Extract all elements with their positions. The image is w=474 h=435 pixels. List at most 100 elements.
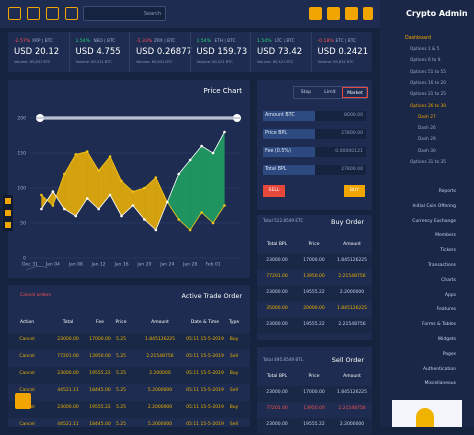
table-header: Total BPL bbox=[266, 242, 288, 247]
nav-item[interactable]: Reports bbox=[438, 189, 456, 194]
nav-item[interactable]: Widgets bbox=[437, 337, 456, 342]
panel-title: Price Chart bbox=[203, 87, 242, 95]
table-cell: Cancel bbox=[19, 422, 35, 427]
active-trade-panel: Cancel orders Active Trade Order Action Tot… bbox=[8, 285, 250, 427]
field-value[interactable]: 0.00000121 bbox=[315, 147, 366, 157]
table-cell: 2.2000000 bbox=[147, 405, 173, 410]
ticker-change: 1.54% bbox=[75, 39, 91, 44]
icon-button[interactable] bbox=[8, 7, 21, 20]
nav-subitem[interactable]: Dash 26 bbox=[418, 126, 436, 132]
table-cell: 23000.00 bbox=[57, 405, 79, 410]
icon-button[interactable] bbox=[27, 7, 40, 20]
table-header: Amount bbox=[151, 320, 169, 325]
nav-item[interactable]: Currency Exchange bbox=[412, 218, 456, 224]
table-cell: 23000.00 bbox=[266, 290, 288, 295]
nav-item[interactable]: Miscellaneous bbox=[424, 381, 456, 387]
data-point bbox=[188, 228, 192, 232]
nav-subitem[interactable]: Options 26 to 30 bbox=[410, 103, 446, 109]
tab[interactable]: Market bbox=[342, 87, 368, 98]
buy-button[interactable]: BUY bbox=[344, 185, 365, 197]
nav-subitem[interactable]: Dash 27 bbox=[418, 114, 436, 120]
icon-button[interactable] bbox=[46, 7, 59, 20]
table-cell: 2.21548756 bbox=[338, 274, 366, 279]
table-cell: 19555.22 bbox=[303, 322, 325, 327]
nav-subitem[interactable]: Options 21 to 25 bbox=[410, 92, 446, 98]
field-value[interactable]: 27800.00 bbox=[315, 129, 366, 139]
range-fill bbox=[144, 177, 156, 231]
tool-icon[interactable] bbox=[5, 198, 11, 204]
ticker-price: USD 159.73 bbox=[196, 47, 248, 57]
table-cell: Sell bbox=[229, 422, 239, 427]
nav-subitem[interactable]: Dash 30 bbox=[418, 148, 436, 154]
table-row: Cancel 44521.11 18445.00 5.25 5.2000000 05:11… bbox=[8, 384, 250, 401]
table-cell: 13950.00 bbox=[303, 406, 325, 411]
icon-button[interactable] bbox=[363, 7, 373, 20]
field-value[interactable]: 27800.00 bbox=[315, 165, 366, 175]
nav-item[interactable]: Charts bbox=[441, 277, 456, 283]
ticker-volume: Volume: 80,521 BTC bbox=[196, 60, 233, 64]
table-cell: 5.25 bbox=[115, 422, 127, 427]
nav-item[interactable]: Dashboard bbox=[405, 36, 432, 41]
sell-button[interactable]: SELL bbox=[263, 185, 285, 197]
table-header: Action bbox=[19, 320, 35, 325]
field-value[interactable]: 8000.00 bbox=[315, 111, 366, 121]
icon-button[interactable] bbox=[65, 7, 78, 20]
cancel-all[interactable]: Cancel orders bbox=[20, 293, 52, 298]
ticker-row: -2.57% XRP | BTC USD 20.12 Volume: 65,831 B… bbox=[8, 32, 372, 72]
search-placeholder: Search bbox=[143, 11, 161, 17]
data-point bbox=[177, 218, 181, 221]
icon-button[interactable] bbox=[327, 7, 340, 20]
ticker-price: USD 73.42 bbox=[257, 47, 303, 57]
data-point bbox=[74, 214, 78, 218]
nav-item[interactable]: Forms & Tables bbox=[421, 322, 456, 328]
table-cell: 19555.22 bbox=[89, 405, 111, 410]
range-fill bbox=[75, 151, 88, 217]
nav-item[interactable]: Pages bbox=[442, 351, 456, 357]
tab[interactable]: Limit bbox=[324, 89, 336, 95]
ticker-volume: Volume: 80,521 BTC bbox=[75, 60, 112, 64]
price-chart-panel: Price Chart 0 50 100 150 200 Dec 31 Jan 04 Jan … bbox=[8, 80, 250, 278]
nav-subitem[interactable]: Options 51 to 55 bbox=[410, 69, 446, 75]
nav-subitem[interactable]: Options 16 to 20 bbox=[410, 80, 446, 86]
table-row: 35000.00 20000.00 1.845126225 bbox=[257, 302, 372, 318]
nav-item[interactable]: Members bbox=[435, 233, 456, 239]
search-box[interactable]: Search bbox=[83, 6, 166, 21]
table-row: Cancel 23000.00 17000.00 5.25 1.845126225 05:… bbox=[8, 333, 250, 350]
nav-item[interactable]: Initial Coin Offering bbox=[412, 203, 456, 209]
table-row: 23000.00 17000.00 1.845126225 bbox=[257, 386, 372, 402]
nav-item[interactable]: Transactions bbox=[427, 263, 456, 268]
data-point bbox=[143, 186, 146, 190]
nav-subitem[interactable]: Options 6 to 9 bbox=[410, 58, 441, 64]
nav-item[interactable]: Features bbox=[436, 307, 456, 313]
tool-icon[interactable] bbox=[5, 222, 11, 228]
y-tick-label: 100 bbox=[17, 186, 26, 192]
nav-subitem[interactable]: Options 1 & 5 bbox=[410, 47, 440, 52]
table-header: Date & Time bbox=[190, 320, 220, 325]
nav-subitem[interactable]: Dash 29 bbox=[418, 137, 436, 143]
table-cell: 35000.00 bbox=[266, 306, 288, 311]
tool-icon[interactable] bbox=[5, 210, 11, 216]
icon-button[interactable] bbox=[309, 7, 322, 20]
ticker-price: USD 4.755 bbox=[75, 47, 121, 57]
nav-item[interactable]: Tickers bbox=[440, 248, 456, 254]
y-tick-label: 0 bbox=[23, 256, 26, 262]
nav-item[interactable]: Apps bbox=[444, 292, 456, 298]
nav-subitem[interactable]: Options 31 to 35 bbox=[410, 160, 446, 165]
ticker: -0.18% ETC | BTC USD 0.2421 Volume: 65,831 … bbox=[310, 32, 371, 72]
nav-item[interactable]: Authentication bbox=[422, 366, 456, 372]
table-cell: 2.21548756 bbox=[146, 354, 174, 359]
table-row: Cancel23000.0019555.225.252.200000005:11… bbox=[8, 401, 250, 418]
table-cell: 1.845126225 bbox=[336, 390, 368, 395]
table-cell: 18445.00 bbox=[89, 422, 111, 427]
table-cell: 19555.22 bbox=[303, 290, 325, 295]
data-point bbox=[223, 204, 226, 207]
table-cell: 17000.00 bbox=[303, 390, 325, 395]
data-point bbox=[177, 172, 181, 176]
table-cell: 1.845126225 bbox=[144, 337, 176, 342]
x-tick-label: Feb 01 bbox=[205, 262, 220, 268]
table-header: Total BPL bbox=[266, 374, 288, 379]
x-tick-label: Jan 16 bbox=[113, 262, 128, 268]
icon-button[interactable] bbox=[345, 7, 358, 20]
chat-button[interactable] bbox=[15, 393, 31, 409]
tab[interactable]: Stop bbox=[300, 89, 312, 95]
